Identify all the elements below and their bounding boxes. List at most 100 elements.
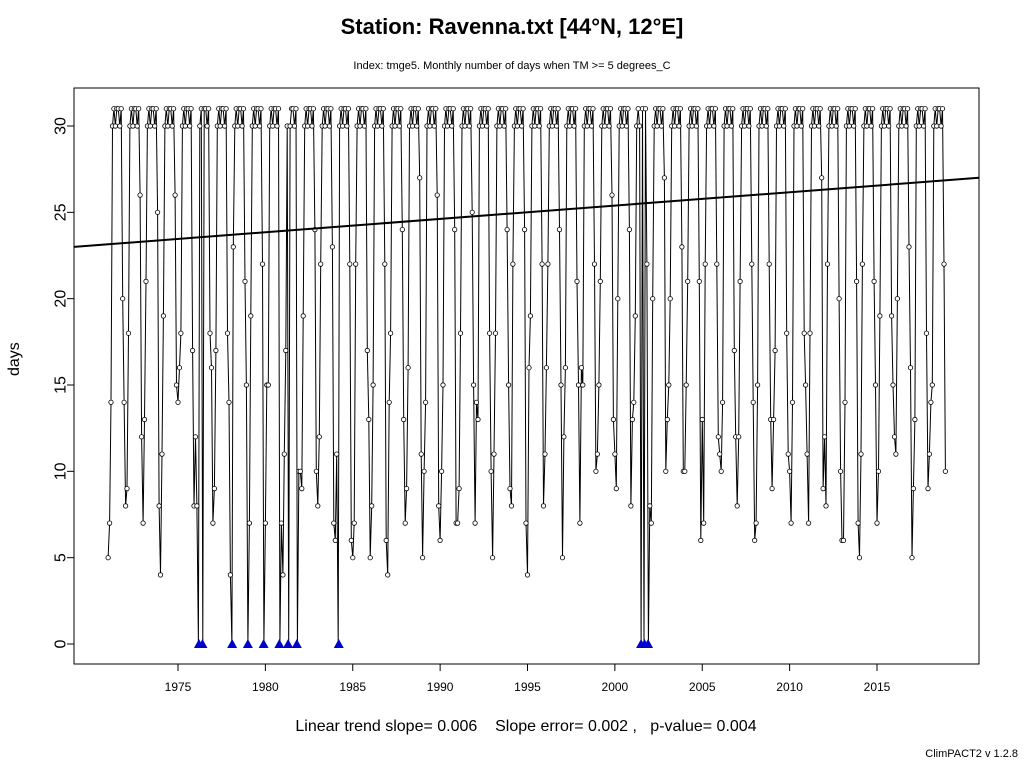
data-point bbox=[440, 382, 446, 388]
chart-subtitle: Index: tmge5. Monthly number of days whe… bbox=[353, 60, 671, 72]
data-point bbox=[434, 192, 440, 198]
data-point bbox=[392, 123, 398, 129]
data-point bbox=[929, 382, 935, 388]
chart-title: Station: Ravenna.txt [44°N, 12°E] bbox=[340, 14, 684, 39]
data-point bbox=[693, 123, 700, 129]
data-point bbox=[874, 520, 880, 526]
data-point bbox=[594, 451, 601, 457]
data-point bbox=[759, 123, 765, 129]
data-point bbox=[715, 434, 721, 440]
data-point bbox=[658, 123, 665, 129]
data-point bbox=[717, 451, 723, 457]
points-layer bbox=[105, 106, 949, 578]
data-point bbox=[124, 485, 130, 492]
data-point bbox=[258, 106, 264, 112]
data-point bbox=[252, 123, 258, 129]
data-point bbox=[899, 123, 905, 129]
zero-marker bbox=[274, 639, 285, 648]
data-point bbox=[746, 123, 752, 129]
data-point bbox=[414, 123, 420, 129]
data-point bbox=[571, 123, 577, 129]
data-point bbox=[934, 123, 940, 129]
data-point bbox=[821, 434, 828, 440]
data-point bbox=[730, 106, 736, 112]
data-point bbox=[798, 123, 804, 129]
data-point bbox=[367, 555, 373, 561]
data-point bbox=[357, 123, 363, 129]
data-point bbox=[287, 123, 293, 129]
data-point bbox=[766, 261, 772, 267]
data-point bbox=[130, 123, 136, 129]
data-point bbox=[364, 347, 370, 354]
data-point bbox=[452, 227, 458, 233]
data-point bbox=[485, 106, 491, 112]
data-point bbox=[578, 365, 585, 371]
data-point bbox=[507, 485, 513, 492]
data-point bbox=[625, 106, 631, 112]
data-point bbox=[280, 572, 286, 578]
data-point bbox=[223, 106, 229, 112]
data-point bbox=[591, 261, 598, 267]
data-point bbox=[444, 123, 450, 129]
data-point bbox=[328, 106, 334, 112]
data-point bbox=[153, 106, 159, 112]
data-point bbox=[399, 227, 405, 233]
data-point bbox=[868, 123, 874, 129]
data-point bbox=[584, 123, 590, 129]
data-point bbox=[609, 192, 615, 198]
data-point bbox=[942, 468, 949, 474]
data-point bbox=[137, 192, 143, 198]
data-point bbox=[894, 296, 901, 302]
x-tick-label: 1985 bbox=[339, 680, 366, 694]
data-point bbox=[555, 106, 561, 112]
data-point bbox=[169, 123, 175, 129]
data-point bbox=[510, 261, 516, 267]
data-point bbox=[475, 416, 481, 423]
data-point bbox=[650, 296, 656, 302]
data-point bbox=[152, 123, 158, 129]
data-point bbox=[345, 106, 351, 112]
x-tick-label: 2010 bbox=[776, 680, 803, 694]
data-point bbox=[695, 106, 701, 112]
data-point bbox=[765, 106, 771, 112]
data-point bbox=[370, 382, 376, 388]
data-point bbox=[347, 261, 353, 267]
data-point bbox=[297, 468, 303, 474]
data-point bbox=[664, 416, 670, 423]
data-point bbox=[753, 520, 759, 526]
data-point bbox=[788, 520, 794, 526]
data-point bbox=[683, 382, 689, 388]
data-point bbox=[561, 434, 567, 440]
data-point bbox=[572, 106, 579, 112]
data-point bbox=[636, 123, 643, 129]
data-point bbox=[811, 123, 818, 129]
y-tick-label: 0 bbox=[53, 639, 70, 648]
data-point bbox=[396, 123, 402, 129]
data-point bbox=[804, 451, 810, 457]
data-point bbox=[159, 451, 165, 457]
data-point bbox=[835, 106, 841, 112]
data-point bbox=[492, 330, 499, 336]
data-point bbox=[938, 123, 944, 129]
data-point bbox=[243, 382, 249, 388]
data-point bbox=[217, 123, 223, 129]
data-point bbox=[836, 296, 842, 302]
data-point bbox=[504, 227, 510, 233]
data-point bbox=[204, 123, 210, 129]
data-point bbox=[437, 537, 443, 544]
data-point bbox=[923, 330, 930, 336]
data-point bbox=[117, 123, 123, 129]
data-point bbox=[190, 347, 196, 354]
data-point bbox=[749, 261, 755, 267]
data-point bbox=[118, 106, 124, 112]
data-point bbox=[316, 434, 322, 440]
data-point bbox=[188, 106, 194, 112]
data-point bbox=[855, 520, 861, 526]
data-point bbox=[877, 313, 883, 319]
data-point bbox=[409, 123, 416, 129]
data-point bbox=[309, 123, 315, 129]
data-point bbox=[852, 106, 858, 112]
data-point bbox=[431, 123, 437, 129]
data-point bbox=[612, 451, 618, 457]
data-point bbox=[696, 278, 702, 284]
